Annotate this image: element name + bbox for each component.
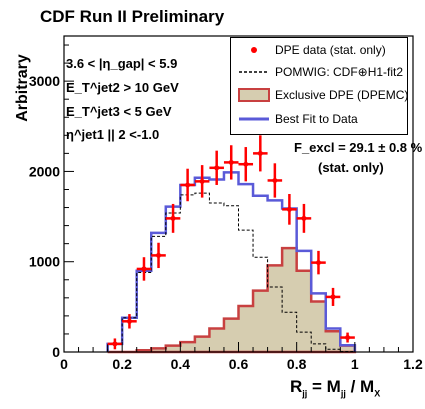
y-tick-label: 1000 — [29, 254, 60, 270]
data-point — [199, 178, 205, 184]
fit-note-annotation: (stat. only) — [318, 160, 384, 175]
data-point — [170, 215, 176, 221]
dashed-line-icon — [239, 71, 269, 73]
chart-title: CDF Run II Preliminary — [40, 7, 225, 26]
data-point — [243, 161, 249, 167]
x-tick-label: 1 — [351, 356, 359, 372]
data-point — [228, 159, 234, 165]
data-point — [156, 252, 162, 258]
data-point — [272, 177, 278, 183]
data-point — [345, 335, 351, 341]
filled-hist-icon — [238, 88, 270, 102]
x-axis-label-sub2: jj — [340, 388, 346, 399]
cut-et-jet2: E_T^jet2 > 10 GeV — [66, 80, 179, 95]
legend-item-exclusive: Exclusive DPE (DPEMC) — [231, 84, 409, 106]
x-axis-label-sub: jj — [302, 388, 308, 399]
data-point-icon — [251, 47, 257, 53]
y-tick-label: 0 — [52, 344, 60, 360]
data-point — [301, 215, 307, 221]
data-point — [126, 318, 132, 324]
data-point — [141, 266, 147, 272]
data-point — [257, 150, 263, 156]
legend-item-fit: Best Fit to Data — [231, 108, 407, 130]
x-axis-label: Rjj = Mjj / MX — [290, 378, 380, 398]
x-axis-label-div: / M — [350, 377, 375, 396]
pomwig-histogram — [107, 192, 356, 353]
y-tick-label: 2000 — [29, 163, 60, 179]
data-point — [330, 294, 336, 300]
cut-et-jet3: E_T^jet3 < 5 GeV — [66, 104, 172, 119]
cut-eta-gap: 3.6 < |η_gap| < 5.9 — [66, 56, 178, 71]
x-axis-label-eq: = M — [312, 377, 341, 396]
blue-line-icon — [239, 117, 269, 121]
legend-label-data: DPE data (stat. only) — [275, 43, 386, 57]
legend-label-exclusive: Exclusive DPE (DPEMC) — [275, 88, 409, 102]
x-tick-label: 0.8 — [287, 356, 307, 372]
legend: DPE data (stat. only) POMWIG: CDF⊕H1-fit… — [230, 37, 408, 135]
data-point — [286, 206, 292, 212]
x-tick-label: 1.2 — [403, 356, 423, 372]
x-tick-label: 0 — [60, 356, 68, 372]
y-axis-label: Arbitrary — [14, 54, 31, 122]
x-axis-label-sub3: X — [374, 388, 381, 399]
data-point — [185, 182, 191, 188]
y-tick-label: 3000 — [29, 73, 60, 89]
x-tick-label: 0.4 — [171, 356, 191, 372]
fit-result-annotation: F_excl = 29.1 ± 0.8 % — [294, 140, 423, 155]
legend-item-data: DPE data (stat. only) — [231, 39, 407, 61]
data-point — [214, 165, 220, 171]
cut-eta-jet: η^jet1 || 2 <-1.0 — [66, 127, 160, 142]
x-axis-label-r: R — [290, 377, 303, 396]
legend-label-pomwig: POMWIG: CDF⊕H1-fit2 — [275, 65, 404, 79]
data-point — [315, 260, 321, 266]
x-tick-label: 0.6 — [229, 356, 249, 372]
x-tick-label: 0.2 — [112, 356, 132, 372]
data-point — [112, 341, 118, 347]
legend-label-fit: Best Fit to Data — [275, 112, 358, 126]
legend-item-pomwig: POMWIG: CDF⊕H1-fit2 — [231, 61, 407, 83]
